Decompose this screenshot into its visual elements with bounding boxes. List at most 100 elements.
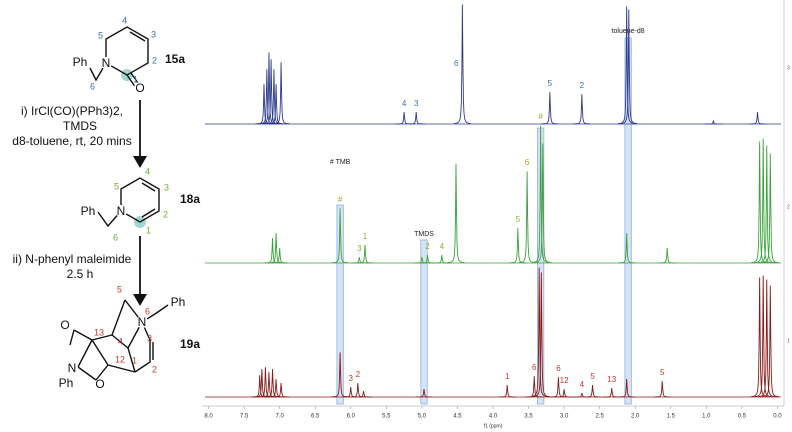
locant: 1 [132, 355, 137, 365]
x-tick-label: 4.5 [453, 414, 462, 420]
peak [356, 245, 374, 264]
peak [272, 62, 290, 125]
peak [541, 92, 559, 125]
atom: N [68, 361, 77, 375]
peak [532, 125, 550, 263]
peak [267, 233, 285, 264]
peak [433, 254, 451, 264]
locant: 5 [98, 30, 103, 40]
peak [704, 119, 722, 125]
peak-label: 5 [516, 215, 521, 224]
locant: 2 [152, 55, 157, 65]
locant: 5 [117, 284, 122, 294]
peak [355, 390, 373, 398]
peak [530, 267, 548, 398]
peak [573, 392, 591, 398]
peak [498, 385, 516, 398]
x-tick-label: 2.5 [595, 414, 604, 420]
peak [584, 385, 602, 398]
arrow [133, 236, 147, 306]
peak [555, 388, 573, 398]
peak [758, 145, 776, 264]
atom: O [95, 377, 104, 391]
peak [407, 112, 425, 125]
x-axis-label: f1 (ppm) [484, 423, 503, 429]
locant: 3 [164, 182, 169, 192]
step-text: d8-toluene, rt, 20 mins [12, 134, 131, 148]
step-text: i) IrCl(CO)(PPh3)2, [21, 104, 123, 118]
peak-label: 5 [548, 79, 553, 88]
atom: N [138, 315, 147, 329]
track-label: 3 [787, 65, 790, 71]
peak-label: 6 [556, 364, 561, 373]
peak [534, 143, 552, 264]
bonds [89, 26, 149, 89]
peak-label: 3 [357, 244, 362, 253]
peak-label: 6 [532, 363, 537, 372]
peak [754, 138, 772, 264]
atom: N [102, 56, 111, 70]
locant: 2 [163, 209, 168, 219]
peak [525, 376, 543, 398]
atom: O [135, 81, 144, 95]
locant: 12 [115, 354, 125, 364]
peak [518, 171, 536, 264]
peak-label: 13 [607, 375, 616, 384]
atom: O [60, 318, 69, 332]
atom: N [117, 204, 126, 218]
atom: Ph [59, 376, 74, 390]
peak-label: 3 [414, 99, 419, 108]
locant: 1 [146, 225, 151, 235]
peak [413, 256, 431, 264]
compound-label: 19a [180, 337, 200, 351]
x-tick-label: 6.0 [347, 414, 356, 420]
peak [532, 272, 550, 398]
track-label: 1 [787, 338, 790, 344]
nmr-spectra: toluene-d8 # TMB TMDS 8.0 7.5 7.0 6.5 6.0 5.5 5.0… [202, 0, 790, 429]
peak-label: 6 [525, 158, 530, 167]
peak [271, 248, 289, 264]
compound-label: 18a [180, 192, 200, 206]
peak-label: 3 [349, 374, 354, 383]
peak [264, 238, 282, 264]
peak [573, 94, 591, 125]
x-tick-label: 8.0 [204, 414, 213, 420]
peak-label: 5 [590, 372, 595, 381]
peak-label: 4 [440, 242, 445, 251]
atom: Ph [171, 295, 186, 309]
peak [350, 256, 368, 264]
peak [761, 153, 779, 264]
peak-label: 2 [580, 81, 585, 90]
x-tick-label: 6.5 [311, 414, 320, 420]
compound-18a: N Ph 1 2 3 4 5 6 18a [81, 166, 201, 242]
peak-label: 5 [660, 368, 665, 377]
locant: 6 [90, 81, 95, 91]
peak [761, 285, 779, 398]
highlight-band [336, 204, 344, 405]
locant: 13 [94, 327, 104, 337]
peak [419, 254, 437, 264]
peak-label: 12 [560, 376, 569, 385]
locant: 6 [145, 306, 150, 316]
x-tick-label: 5.5 [382, 414, 391, 420]
bonds [97, 177, 160, 228]
peak [395, 112, 413, 125]
x-tick-label: 2.0 [631, 414, 640, 420]
peak [453, 4, 471, 125]
peak [618, 379, 636, 398]
locant: 4 [122, 15, 127, 25]
step-text: TMDS [63, 119, 97, 133]
x-tick-label: 3.0 [560, 414, 569, 420]
x-tick-label: 4.0 [489, 414, 498, 420]
peak [653, 381, 671, 398]
peak [267, 84, 285, 125]
locant: 4 [118, 336, 123, 346]
peak-label: # [338, 195, 343, 204]
peak-label: 1 [505, 372, 510, 381]
compound-19a: N Ph O O N Ph 1 2 3 4 5 6 12 13 19a [59, 284, 201, 391]
locant: 4 [145, 166, 150, 176]
peak [658, 248, 676, 264]
x-tick-label: 5.0 [418, 414, 427, 420]
compound-label: 15a [165, 52, 185, 66]
